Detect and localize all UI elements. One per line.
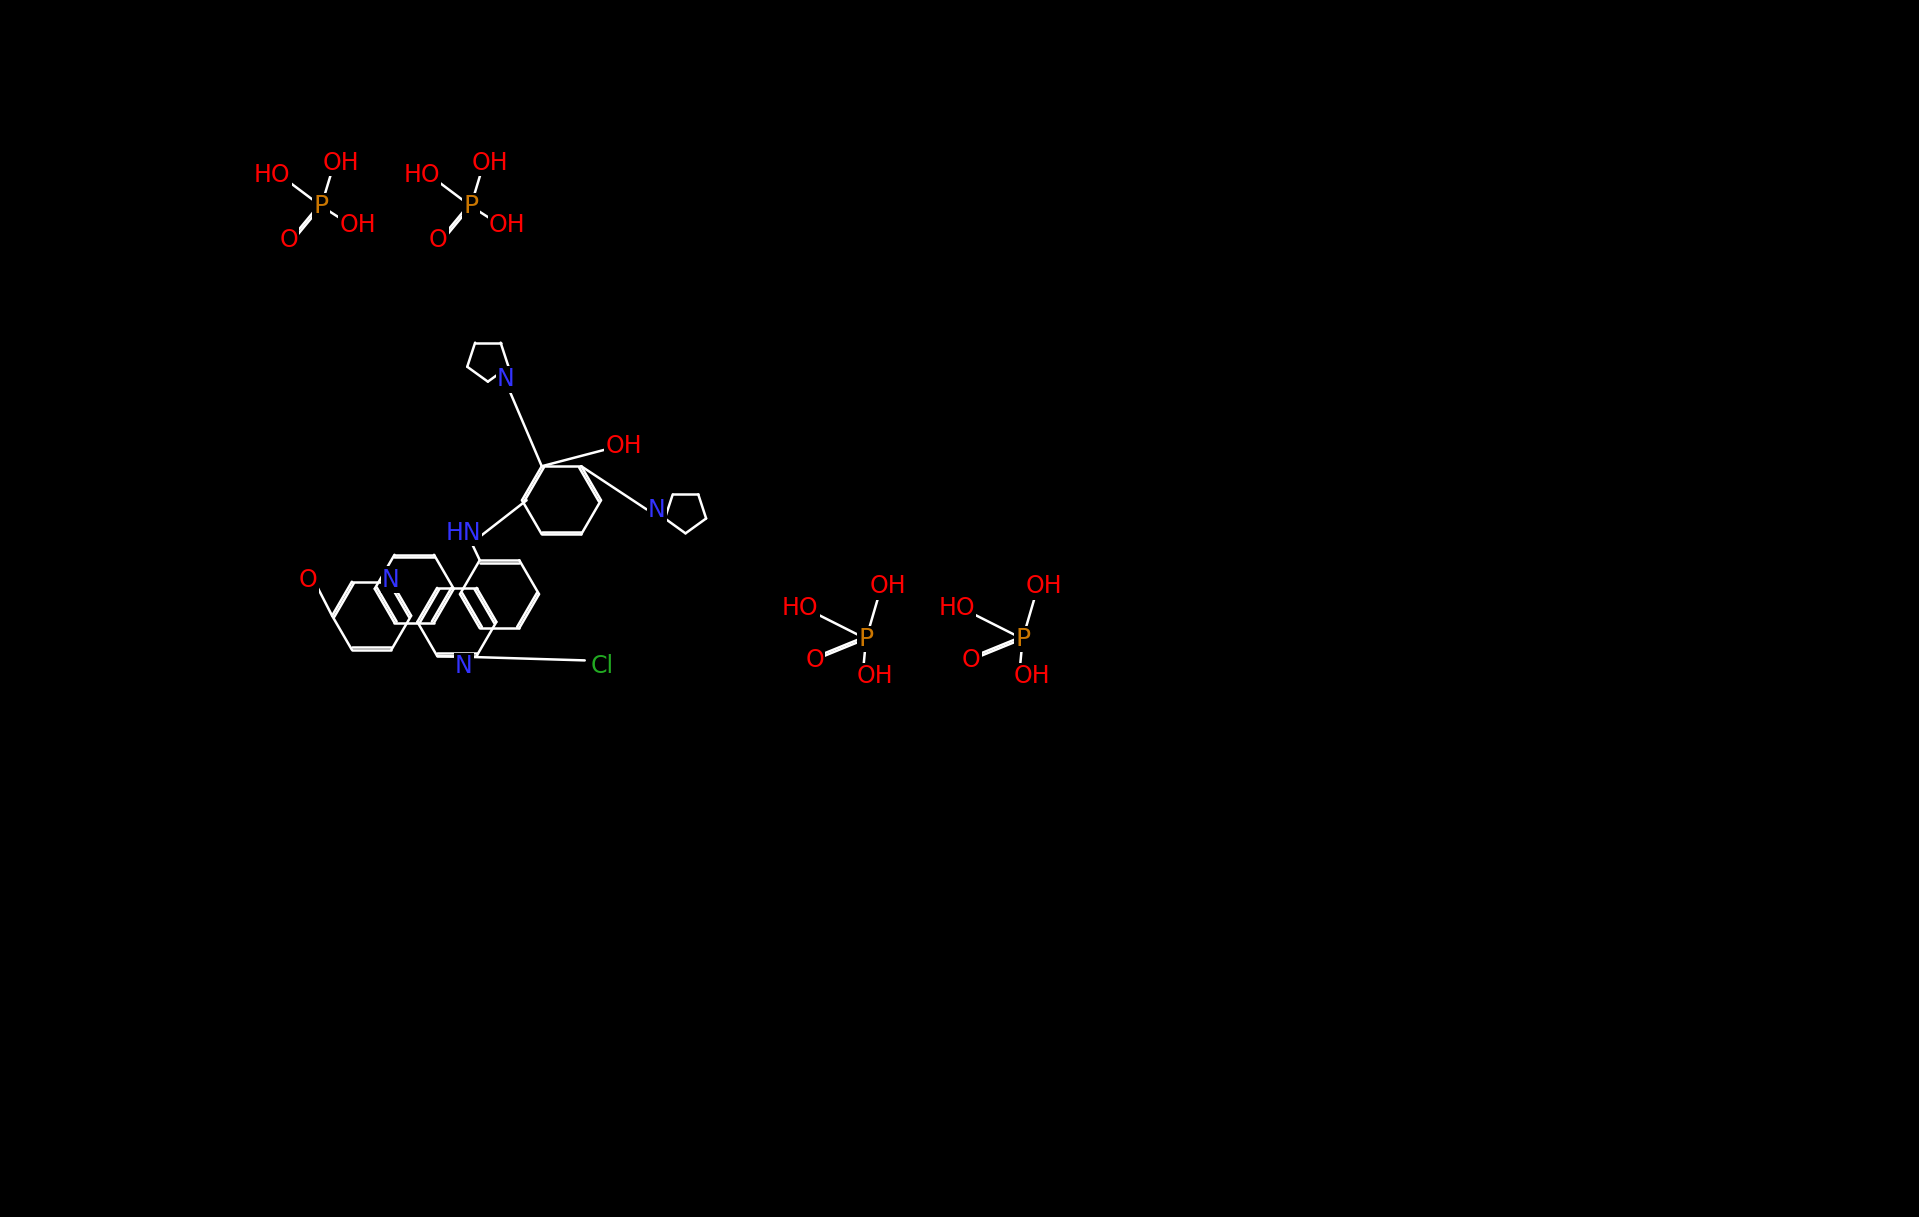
Text: HO: HO: [938, 596, 975, 619]
Text: N: N: [382, 567, 399, 591]
Text: OH: OH: [1013, 663, 1050, 688]
Text: OH: OH: [858, 663, 894, 688]
Text: O: O: [430, 228, 447, 252]
Text: OH: OH: [340, 213, 376, 237]
Text: HO: HO: [403, 163, 439, 187]
Text: OH: OH: [869, 574, 906, 599]
Text: P: P: [313, 194, 328, 218]
Text: P: P: [462, 194, 478, 218]
Text: O: O: [806, 649, 825, 673]
Text: P: P: [858, 627, 873, 651]
Text: N: N: [649, 498, 666, 522]
Text: P: P: [1015, 627, 1031, 651]
Text: Cl: Cl: [591, 654, 614, 678]
Text: OH: OH: [604, 434, 641, 459]
Text: HO: HO: [781, 596, 819, 619]
Text: N: N: [455, 654, 472, 678]
Text: O: O: [961, 649, 981, 673]
Text: OH: OH: [322, 151, 359, 175]
Text: O: O: [280, 228, 297, 252]
Text: OH: OH: [489, 213, 526, 237]
Text: HO: HO: [253, 163, 292, 187]
Text: O: O: [299, 567, 317, 591]
Text: OH: OH: [1027, 574, 1063, 599]
Text: OH: OH: [472, 151, 509, 175]
Text: N: N: [497, 368, 514, 392]
Text: HN: HN: [445, 521, 482, 544]
